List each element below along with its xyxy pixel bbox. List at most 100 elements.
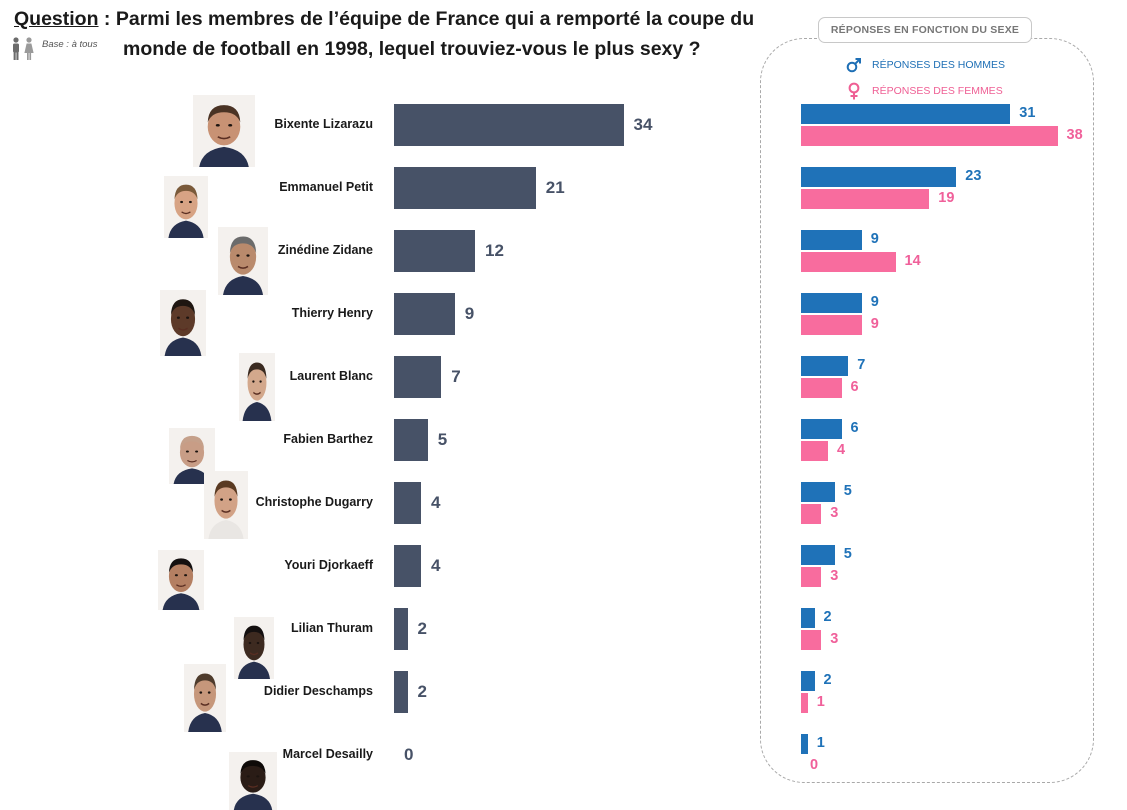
player-name: Laurent Blanc (289, 369, 373, 383)
men-value: 31 (1019, 105, 1036, 121)
total-value: 12 (485, 241, 504, 260)
total-value: 4 (431, 556, 441, 575)
player-photo (158, 550, 204, 610)
player-name: Didier Deschamps (263, 684, 373, 698)
men-value: 5 (843, 546, 852, 562)
total-bar (394, 482, 421, 524)
men-bar (801, 293, 862, 313)
total-bar (394, 356, 442, 398)
question-title: Question : Parmi les membres de l’équipe… (14, 4, 754, 64)
legend-men-label: RÉPONSES DES HOMMES (872, 59, 1006, 71)
women-bar (801, 441, 828, 461)
player-photo (234, 617, 274, 679)
women-bar (801, 504, 822, 524)
men-value: 2 (823, 672, 832, 688)
men-value: 23 (965, 168, 982, 184)
total-bar (394, 545, 421, 587)
player-photo (204, 471, 248, 539)
male-symbol-icon (846, 58, 861, 73)
women-bar (801, 693, 808, 713)
women-value: 6 (850, 379, 859, 395)
women-value: 38 (1066, 127, 1083, 143)
total-bar (394, 167, 536, 209)
men-bar (801, 734, 808, 754)
men-bar (801, 104, 1011, 124)
men-value: 6 (850, 420, 859, 436)
women-value: 19 (938, 190, 955, 206)
women-value: 14 (904, 253, 921, 269)
question-text-2: monde de football en 1998, lequel trouvi… (123, 38, 701, 60)
women-bar (801, 378, 842, 398)
women-bar (801, 252, 896, 272)
legend-men: RÉPONSES DES HOMMES (846, 52, 1005, 78)
player-name: Christophe Dugarry (255, 495, 373, 509)
question-line-1: Question : Parmi les membres de l’équipe… (14, 4, 754, 34)
player-name: Bixente Lizarazu (274, 117, 373, 131)
player-name: Marcel Desailly (282, 747, 373, 761)
total-value: 34 (633, 115, 653, 134)
player-name: Fabien Barthez (283, 432, 373, 446)
men-value: 7 (857, 357, 866, 373)
question-label: Question (14, 8, 99, 30)
women-bar (801, 630, 822, 650)
total-bar (394, 293, 455, 335)
total-value: 21 (545, 178, 565, 197)
man-woman-icon (13, 37, 34, 60)
player-photo (239, 353, 275, 421)
female-symbol-icon (848, 82, 860, 100)
women-value: 4 (837, 442, 846, 458)
gender-legend: RÉPONSES DES HOMMES RÉPONSES DES FEMMES (846, 52, 1005, 104)
women-value: 1 (816, 694, 825, 710)
women-bar (801, 126, 1058, 146)
women-value: 9 (870, 316, 879, 332)
men-value: 9 (870, 231, 879, 247)
question-text-1: : Parmi les membres de l’équipe de Franc… (98, 8, 755, 30)
total-value: 0 (404, 745, 414, 764)
total-bar (394, 608, 408, 650)
men-bar (801, 545, 835, 565)
women-bar (801, 189, 930, 209)
total-bar (394, 419, 428, 461)
men-bar (801, 671, 815, 691)
player-photo (218, 227, 268, 295)
total-value: 7 (451, 367, 461, 386)
total-value: 2 (417, 619, 427, 638)
base-text: Base : à tous (42, 38, 98, 50)
women-bar (801, 315, 862, 335)
total-bar (394, 671, 408, 713)
total-value: 4 (431, 493, 441, 512)
women-bar (801, 567, 822, 587)
player-photo (160, 290, 206, 356)
women-value: 3 (830, 568, 839, 584)
legend-women-label: RÉPONSES DES FEMMES (872, 85, 1003, 97)
base-info: Base : à tous (10, 36, 97, 62)
women-value: 0 (810, 757, 819, 773)
panel-title: RÉPONSES EN FONCTION DU SEXE (818, 17, 1032, 43)
player-photo (193, 95, 255, 167)
player-name: Zinédine Zidane (277, 243, 373, 257)
men-value: 1 (816, 735, 825, 751)
women-value: 3 (830, 631, 839, 647)
total-value: 2 (417, 682, 427, 701)
total-bar (394, 230, 475, 272)
total-value: 5 (437, 430, 448, 449)
men-value: 5 (843, 483, 852, 499)
men-value: 9 (870, 294, 879, 310)
player-photo (184, 664, 226, 732)
men-bar (801, 230, 862, 250)
player-name: Youri Djorkaeff (284, 558, 373, 572)
player-name: Thierry Henry (291, 306, 373, 320)
men-bar (801, 356, 849, 376)
player-name: Emmanuel Petit (279, 180, 373, 194)
men-bar (801, 608, 815, 628)
player-photo (164, 176, 208, 238)
player-name: Lilian Thuram (291, 621, 373, 635)
women-value: 3 (830, 505, 839, 521)
men-bar (801, 167, 957, 187)
men-bar (801, 482, 835, 502)
total-bar (394, 104, 624, 146)
total-value: 9 (464, 304, 475, 323)
gender-panel (760, 38, 1094, 783)
men-bar (801, 419, 842, 439)
legend-women: RÉPONSES DES FEMMES (846, 78, 1005, 104)
